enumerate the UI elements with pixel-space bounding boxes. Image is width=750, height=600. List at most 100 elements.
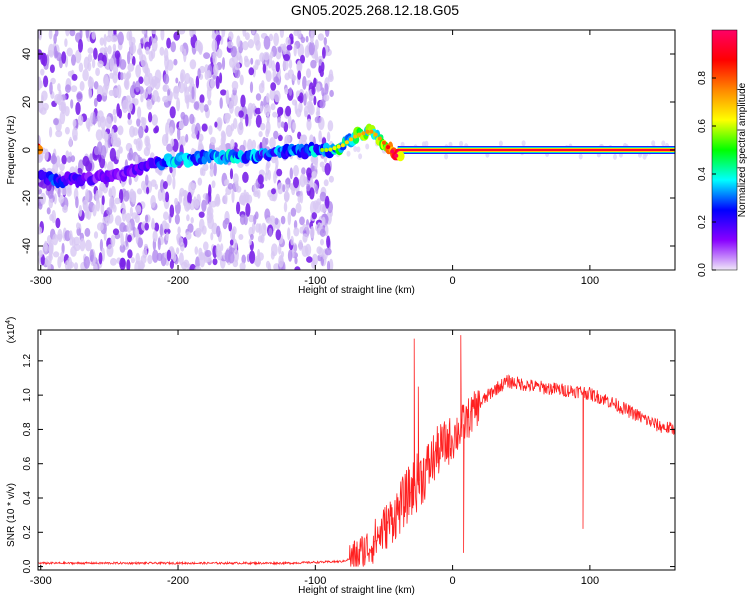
noise-cell — [129, 84, 137, 99]
snr-series-line — [38, 335, 675, 567]
noise-cell — [113, 115, 117, 124]
noise-cell — [302, 76, 307, 90]
noise-cell — [221, 131, 227, 144]
noise-cell — [326, 235, 331, 249]
noise-cell — [121, 99, 129, 114]
noise-cell — [207, 215, 215, 230]
noise-cell — [197, 68, 201, 79]
noise-cell — [215, 75, 220, 89]
noise-cell — [270, 82, 277, 91]
noise-cell — [284, 87, 289, 95]
noise-cell — [151, 38, 158, 52]
noise-cell — [267, 169, 271, 181]
noise-cell — [170, 138, 175, 147]
noise-cell — [253, 214, 257, 225]
noise-cell — [84, 227, 91, 237]
noise-cell — [127, 112, 131, 120]
noise-cell — [234, 61, 241, 71]
heatmap-cells — [38, 30, 675, 270]
ridge-cell — [349, 137, 353, 142]
noise-cell — [278, 134, 283, 142]
noise-cell — [135, 80, 141, 93]
noise-cell — [278, 244, 282, 255]
noise-cell — [55, 130, 63, 138]
noise-cell — [206, 69, 212, 79]
noise-cell — [298, 101, 303, 113]
noise-cell — [305, 35, 309, 43]
noise-cell — [299, 134, 307, 142]
noise-cell — [285, 105, 292, 117]
ridge-cell — [386, 145, 391, 150]
noise-cell — [245, 191, 250, 204]
noise-cell — [260, 123, 266, 131]
noise-cell — [79, 81, 85, 91]
noise-cell — [229, 168, 234, 180]
noise-cell — [87, 61, 92, 72]
noise-cell — [290, 235, 294, 246]
noise-cell — [49, 244, 53, 258]
noise-cell — [186, 214, 190, 222]
noise-cell — [259, 52, 265, 62]
noise-cell — [99, 239, 103, 252]
noise-cell — [67, 70, 74, 77]
noise-cell — [307, 101, 314, 115]
noise-cell — [270, 103, 276, 111]
noise-cell — [183, 48, 187, 63]
noise-cell — [78, 38, 83, 53]
noise-cell — [128, 147, 134, 161]
x-axis-label: Height of straight line (km) — [298, 285, 415, 296]
noise-cell — [346, 150, 351, 157]
noise-cell — [219, 72, 223, 84]
noise-cell — [40, 192, 46, 205]
noise-cell — [212, 258, 218, 266]
noise-cell — [230, 123, 235, 132]
noise-cell — [124, 77, 130, 90]
noise-cell — [198, 247, 203, 257]
noise-cell — [309, 134, 314, 144]
noise-cell — [319, 191, 327, 202]
noise-cell — [273, 76, 279, 83]
noise-cell — [194, 126, 199, 136]
noise-cell — [112, 88, 119, 97]
noise-cell — [233, 249, 239, 263]
noise-cell — [265, 70, 272, 82]
noise-cell — [132, 127, 139, 136]
x-tick-label: 100 — [581, 575, 599, 587]
noise-cell — [303, 93, 307, 106]
noise-cell — [267, 262, 272, 270]
noise-cell — [229, 239, 234, 246]
noise-cell — [224, 217, 230, 225]
noise-cell — [214, 121, 218, 128]
noise-cell — [260, 222, 267, 237]
ridge-cell — [377, 136, 382, 141]
noise-cell — [125, 95, 131, 103]
noise-cell — [131, 96, 136, 104]
noise-cell — [127, 249, 133, 259]
noise-cell — [250, 57, 254, 65]
noise-cell — [213, 162, 217, 177]
noise-cell — [227, 183, 234, 190]
noise-cell — [93, 47, 98, 60]
noise-cell — [85, 239, 92, 252]
noise-cell — [139, 50, 144, 62]
noise-cell — [38, 30, 43, 41]
noise-cell — [170, 41, 176, 53]
noise-cell — [208, 184, 212, 197]
noise-cell — [311, 85, 316, 96]
noise-cell — [110, 134, 118, 147]
noise-cell — [136, 188, 143, 195]
noise-cell — [93, 146, 100, 156]
noise-cell — [178, 30, 186, 35]
ridge-cell — [365, 129, 370, 134]
noise-cell — [93, 97, 98, 107]
noise-cell — [303, 105, 309, 116]
noise-cell — [203, 52, 211, 59]
noise-cell — [117, 31, 124, 46]
noise-cell — [64, 126, 70, 135]
noise-cell — [148, 72, 153, 86]
noise-cell — [46, 207, 51, 215]
noise-cell — [134, 260, 141, 270]
noise-cell — [314, 158, 318, 170]
noise-cell — [309, 187, 315, 200]
noise-cell — [309, 226, 315, 239]
